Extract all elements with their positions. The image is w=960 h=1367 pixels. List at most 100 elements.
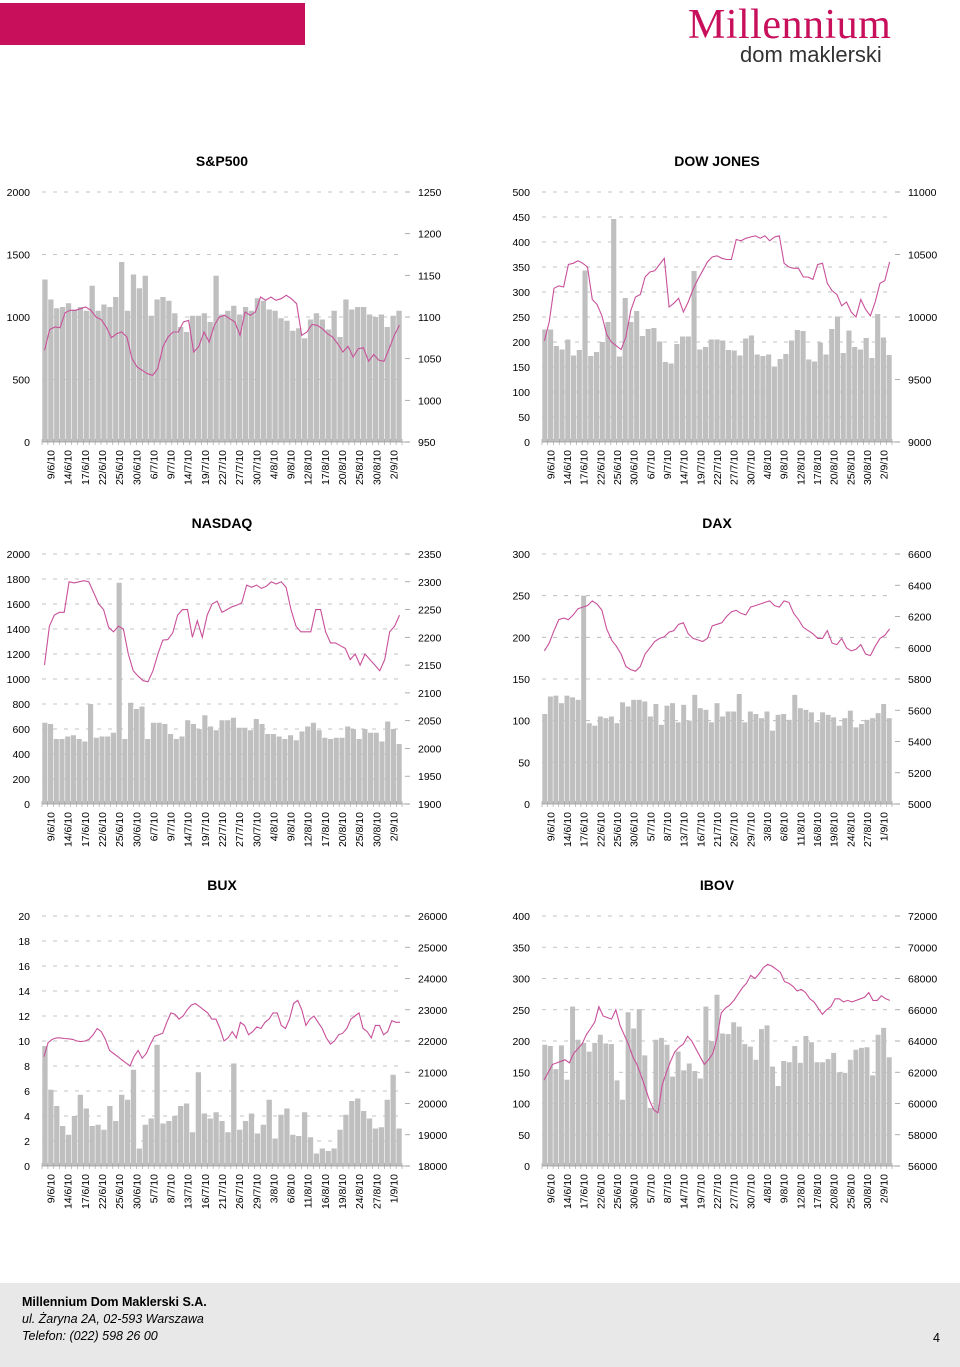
x-tick-label: 30/6/10 [131, 1174, 143, 1209]
volume-bar [542, 1044, 548, 1166]
x-tick-label: 25/8/10 [354, 812, 366, 847]
volume-bar [714, 994, 720, 1166]
volume-bar [290, 1134, 296, 1166]
volume-bar [614, 723, 620, 804]
left-tick-label: 50 [518, 412, 530, 424]
x-tick-label: 25/8/10 [354, 450, 366, 485]
volume-bar [89, 285, 95, 442]
volume-bar [548, 329, 554, 442]
volume-bar [836, 1072, 842, 1166]
volume-bar [658, 1037, 664, 1166]
volume-bar [95, 310, 101, 442]
volume-bar [764, 711, 770, 804]
volume-bar [720, 716, 726, 804]
volume-bar [747, 1046, 753, 1166]
volume-bar [664, 705, 670, 804]
volume-bar [183, 332, 190, 442]
x-tick-label: 17/8/10 [812, 1174, 824, 1209]
volume-bar [662, 362, 668, 442]
right-tick-label: 18000 [418, 1161, 447, 1173]
left-tick-label: 150 [512, 1067, 530, 1079]
volume-bar [758, 718, 764, 804]
x-tick-label: 5/7/10 [148, 1174, 160, 1203]
x-tick-label: 17/6/10 [80, 812, 92, 847]
x-tick-label: 9/7/10 [166, 450, 178, 479]
volume-bar [720, 1033, 726, 1166]
volume-bar [71, 309, 78, 442]
volume-bar [742, 1044, 748, 1166]
x-tick-label: 27/8/10 [371, 1174, 383, 1209]
volume-bar [642, 701, 648, 804]
volume-bar [811, 361, 818, 442]
volume-bar [645, 329, 651, 442]
x-tick-label: 4/8/10 [762, 1174, 774, 1203]
volume-bar [328, 739, 334, 804]
x-tick-label: 17/6/10 [579, 812, 591, 847]
volume-bar [786, 719, 792, 804]
left-tick-label: 150 [512, 362, 530, 374]
volume-bar [299, 731, 305, 804]
x-tick-label: 21/7/10 [217, 1174, 229, 1209]
volume-bar [881, 1027, 887, 1166]
index-line [543, 600, 891, 672]
x-tick-label: 19/8/10 [829, 812, 841, 847]
volume-bar [680, 336, 686, 442]
x-tick-label: 4/8/10 [268, 450, 280, 479]
volume-bar [825, 714, 831, 804]
volume-bar [166, 1121, 172, 1166]
right-tick-label: 1900 [418, 799, 442, 811]
chart-sp500: S&P500 0 500 1000 1500 2000 950 1000 1050 1100 115… [0, 150, 470, 490]
volume-bar [781, 714, 787, 804]
volume-bar [195, 315, 202, 442]
volume-bar [231, 305, 237, 442]
x-tick-label: 13/7/10 [183, 1174, 195, 1209]
volume-bar [345, 726, 351, 804]
x-tick-label: 9/6/10 [46, 450, 58, 479]
volume-bar [753, 714, 759, 804]
volume-bar [647, 1107, 653, 1166]
right-tick-label: 2300 [418, 577, 442, 589]
volume-bar [611, 219, 617, 442]
left-tick-label: 20 [18, 911, 30, 923]
volume-bar [875, 1034, 881, 1166]
volume-bar [119, 1094, 125, 1166]
volume-bar [253, 719, 259, 804]
volume-bar [870, 718, 876, 804]
volume-bar [101, 1129, 107, 1166]
volume-bar [54, 308, 60, 442]
x-tick-label: 27/7/10 [729, 1174, 741, 1209]
volume-bar [553, 1069, 559, 1166]
volume-bar [792, 694, 798, 804]
volume-bar [272, 1138, 278, 1166]
x-tick-label: 11/8/10 [303, 1174, 315, 1208]
volume-bar [236, 727, 242, 804]
volume-bar [886, 355, 892, 442]
left-tick-label: 400 [512, 237, 530, 249]
volume-bar [48, 299, 54, 442]
left-tick-label: 6 [24, 1086, 30, 1098]
right-tick-label: 68000 [908, 974, 937, 986]
volume-bar [133, 709, 139, 804]
volume-bar [266, 309, 272, 442]
left-tick-label: 0 [24, 799, 30, 811]
left-tick-label: 14 [18, 986, 30, 998]
volume-bar [390, 1074, 396, 1166]
x-tick-label: 22/7/10 [712, 1174, 724, 1209]
volume-bar [631, 699, 637, 804]
volume-bar [88, 704, 94, 804]
volume-bar [172, 313, 178, 442]
volume-bar [99, 736, 105, 804]
volume-bar [213, 730, 219, 804]
x-tick-label: 20/8/10 [829, 1174, 841, 1209]
right-tick-label: 1200 [418, 229, 442, 241]
volume-bar [685, 336, 691, 442]
volume-bar [847, 710, 853, 804]
x-tick-label: 12/8/10 [303, 812, 315, 847]
x-tick-label: 12/8/10 [795, 1174, 807, 1209]
volume-bar [242, 1121, 249, 1166]
right-tick-label: 72000 [908, 911, 937, 923]
volume-bar [185, 720, 191, 804]
volume-bar [789, 340, 795, 442]
x-tick-label: 19/7/10 [200, 812, 212, 847]
volume-bar [366, 314, 373, 442]
